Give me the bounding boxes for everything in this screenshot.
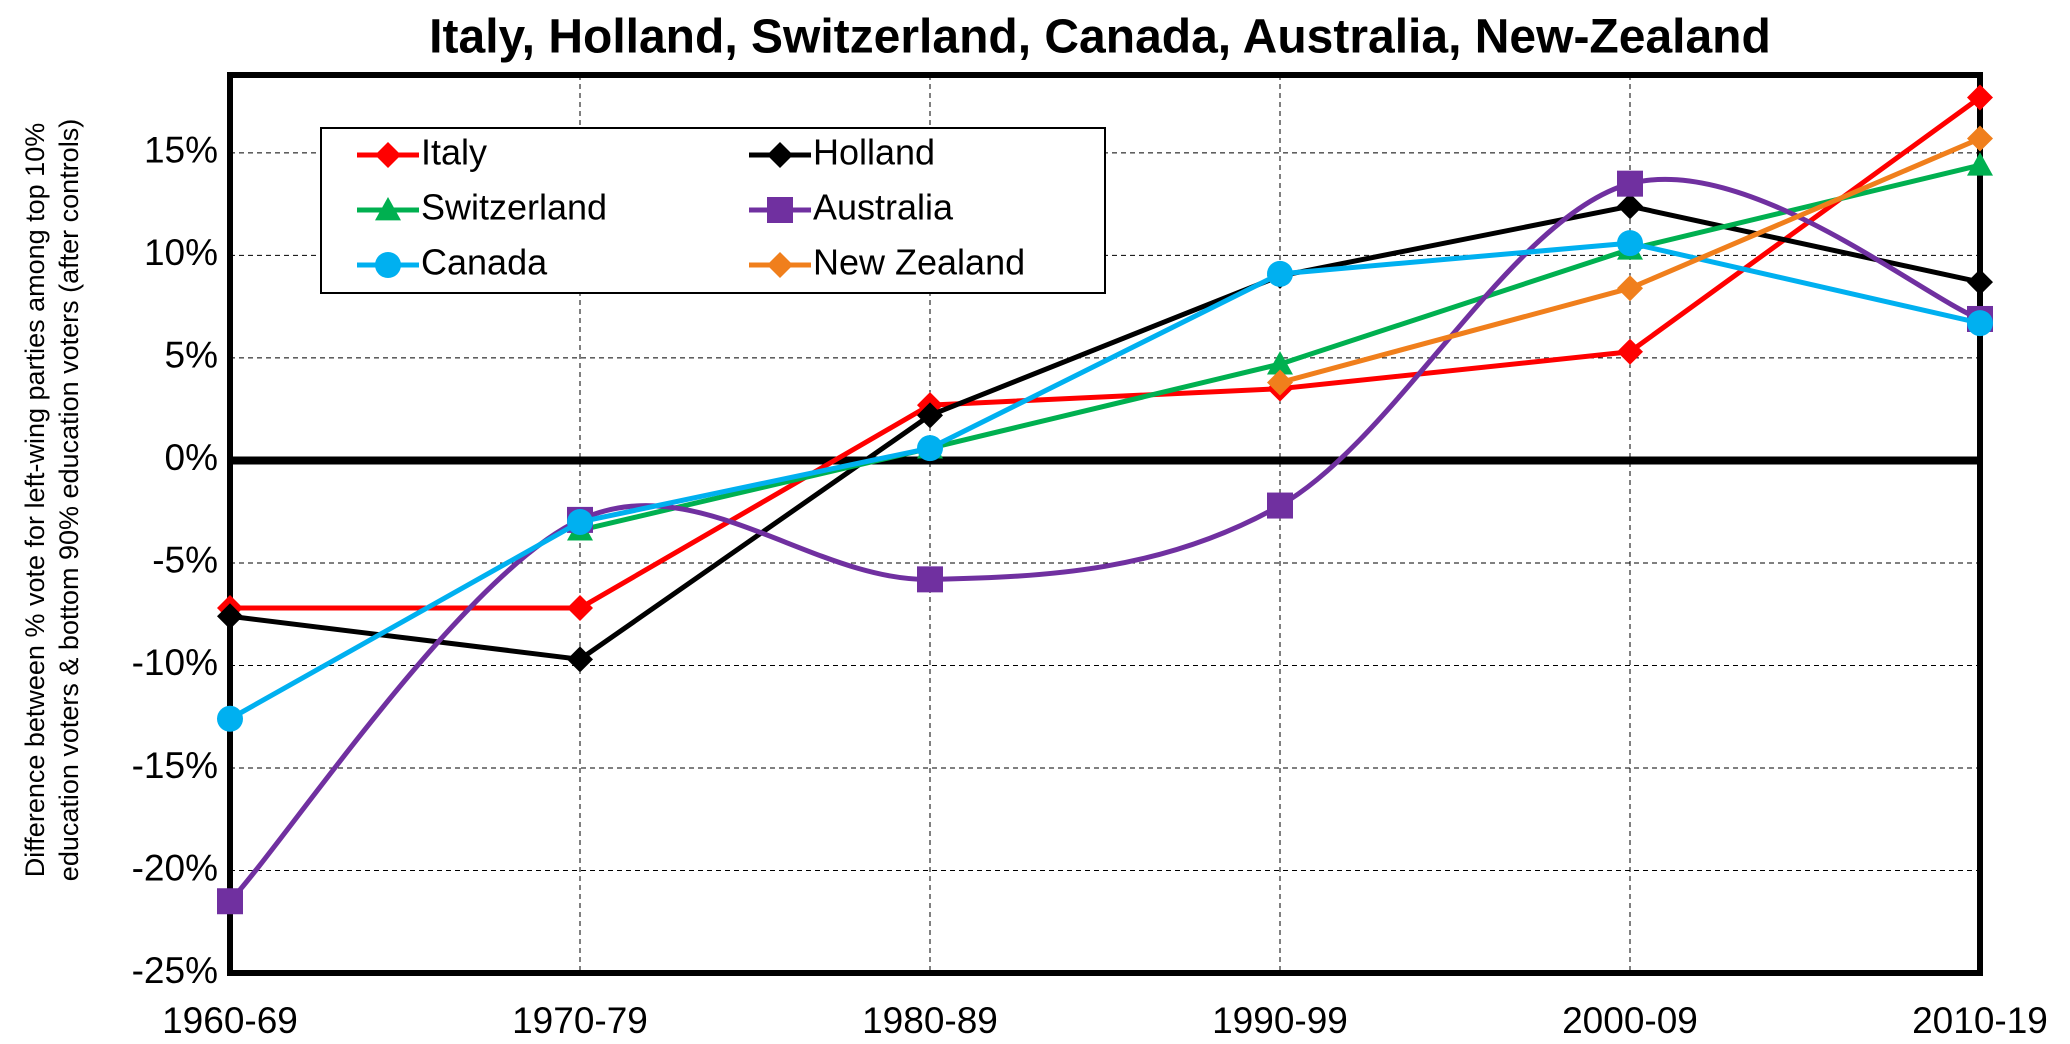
series-line [228, 240, 1981, 721]
marker [375, 142, 401, 168]
marker [767, 142, 793, 168]
x-tick-label: 1990-99 [1212, 1000, 1348, 1041]
legend-label: Australia [813, 187, 954, 228]
marker [1617, 170, 1643, 197]
series-line [230, 95, 1982, 611]
chart-title: Italy, Holland, Switzerland, Canada, Aus… [429, 11, 1771, 64]
marker [1617, 338, 1643, 365]
y-tick-label: -5% [152, 540, 218, 581]
y-tick-label: -25% [132, 950, 218, 991]
x-tick-label: 1970-79 [512, 1000, 648, 1041]
series-line [228, 176, 1981, 903]
x-tick-label: 1960-69 [162, 1000, 298, 1041]
legend-label: Switzerland [421, 187, 607, 228]
marker [217, 888, 243, 915]
marker [1967, 125, 1993, 152]
marker [375, 197, 401, 221]
marker [1617, 275, 1643, 302]
marker [375, 252, 401, 278]
marker [567, 508, 593, 535]
y-axis-label-line: education voters & bottom 90% education … [54, 119, 84, 881]
marker [1267, 369, 1293, 396]
marker [1267, 351, 1293, 375]
marker [1967, 152, 1993, 176]
y-tick-label: 15% [144, 130, 218, 171]
series-line [229, 203, 1981, 662]
legend-label: Holland [813, 132, 935, 173]
legend-label: Italy [421, 132, 487, 173]
marker [567, 646, 593, 673]
marker [767, 252, 793, 278]
y-axis-label-line: Difference between % vote for left-wing … [20, 123, 50, 877]
marker [917, 402, 943, 429]
x-tick-label: 2000-09 [1562, 1000, 1698, 1041]
plot-frame [227, 72, 1983, 976]
marker [1967, 269, 1993, 296]
y-tick-label: -15% [132, 745, 218, 786]
marker [767, 197, 793, 223]
x-tick-label: 1980-89 [862, 1000, 998, 1041]
legend-label: New Zealand [813, 242, 1025, 283]
x-tick-label: 2010-19 [1912, 1000, 2048, 1041]
marker [217, 705, 243, 732]
legend: Italy Holland Switzerland Australia Canada Ne… [320, 127, 1106, 294]
legend-box [320, 127, 1106, 294]
marker [917, 435, 943, 462]
y-tick-label: 10% [144, 232, 218, 273]
marker [217, 603, 243, 630]
marker [1967, 310, 1993, 337]
marker [1617, 193, 1643, 220]
marker [1967, 84, 1993, 111]
marker [917, 566, 943, 593]
legend-label: Canada [421, 242, 548, 283]
y-tick-label: 5% [165, 335, 218, 376]
marker [1617, 230, 1643, 257]
marker [567, 595, 593, 622]
y-axis-label: Difference between % vote for left-wing … [20, 119, 84, 881]
marker [1267, 260, 1293, 287]
y-tick-label: 0% [165, 437, 218, 478]
marker [1267, 492, 1293, 519]
y-tick-label: -10% [132, 642, 218, 683]
y-tick-label: -20% [132, 847, 218, 888]
